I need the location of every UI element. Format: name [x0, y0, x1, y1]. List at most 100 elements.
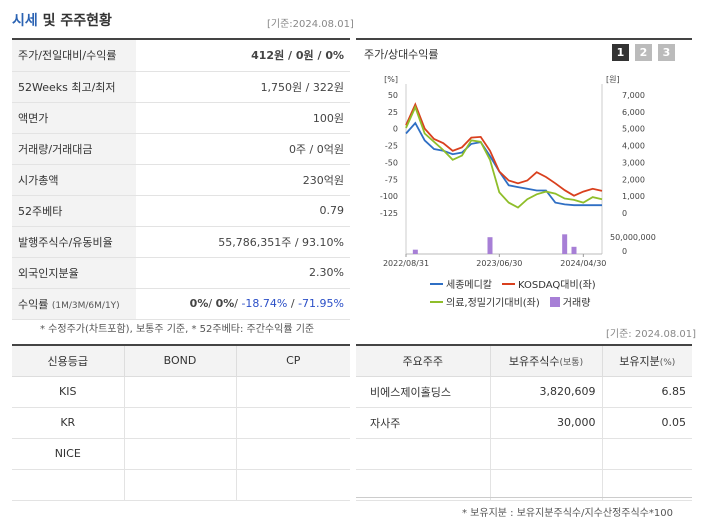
- quote-label: 시가총액: [12, 164, 136, 196]
- volume-bar: [562, 234, 568, 254]
- holder-shares: 30,000: [489, 407, 602, 439]
- returns-row: 수익률 (1M/3M/6M/1Y) 0%/ 0%/ -18.74% / -71.…: [12, 288, 350, 320]
- quote-label: 52주베타: [12, 195, 136, 227]
- table-row: [356, 469, 692, 501]
- left-tick-label: -50: [385, 158, 398, 167]
- quote-label: 액면가: [12, 102, 136, 134]
- right-tick-label: 0: [622, 209, 627, 218]
- quote-note: * 수정주가(차트포함), 보통주 기준, * 52주베타: 주간수익률 기준: [40, 324, 315, 335]
- table-row: NICE: [12, 438, 350, 470]
- quote-value: 100원: [136, 102, 350, 134]
- quote-value: 412원 / 0원 / 0%: [136, 40, 350, 72]
- credit-cell: NICE: [12, 438, 124, 470]
- chart-button-1[interactable]: 1: [612, 44, 629, 61]
- title-rest: 및 주주현황: [37, 13, 112, 29]
- holders-note: * 보유지분 : 보유지분주식수/지수산정주식수*100: [462, 508, 673, 519]
- quote-label: 52Weeks 최고/최저: [12, 71, 136, 103]
- holder-empty-cell: [489, 438, 602, 470]
- legend-item-volume: 거래량: [549, 294, 590, 309]
- left-unit-label: [%]: [384, 75, 398, 84]
- holder-name: 자사주: [356, 407, 490, 439]
- quote-label: 거래량/거래대금: [12, 133, 136, 165]
- table-row: [12, 469, 350, 501]
- left-tick-label: -75: [385, 175, 398, 184]
- section-title: 시세 및 주주현황: [12, 10, 112, 30]
- chart-button-2[interactable]: 2: [635, 44, 652, 61]
- right-tick-label: 6,000: [622, 108, 645, 117]
- quote-value: 2.30%: [136, 257, 350, 289]
- left-tick-label: -25: [385, 142, 398, 151]
- quote-table: 주가/전일대비/수익률 412원 / 0원 / 0% 52Weeks 최고/최저 1,…: [12, 40, 350, 320]
- legend-swatch: [430, 300, 443, 303]
- holders-table: 주요주주 보유주식수(보통) 보유지분(%) 비에스제이홀딩스 3,820,609…: [356, 346, 692, 501]
- returns-values: 0%/ 0%/ -18.74% / -71.95%: [136, 288, 350, 320]
- volume-tick-label: 0: [622, 247, 627, 256]
- right-tick-label: 3,000: [622, 158, 645, 167]
- chart-button-3[interactable]: 3: [658, 44, 675, 61]
- series-line: [405, 102, 603, 197]
- quote-value: 55,786,351주 / 93.10%: [136, 226, 350, 258]
- legend-swatch: [549, 296, 560, 307]
- right-tick-label: 7,000: [622, 91, 645, 100]
- holder-pct: 6.85: [601, 376, 692, 408]
- table-row: [356, 438, 692, 470]
- holder-shares: 3,820,609: [489, 376, 602, 408]
- credit-cell: [12, 469, 124, 501]
- quote-row: 외국인지분율 2.30%: [12, 257, 350, 289]
- chart-top-rule: [356, 38, 692, 40]
- credit-cell: [123, 376, 236, 408]
- quote-row: 52주베타 0.79: [12, 195, 350, 227]
- right-tick-label: 5,000: [622, 125, 645, 134]
- quote-value: 0.79: [136, 195, 350, 227]
- legend-item-medical: 의료,정밀기기대비(좌): [430, 294, 540, 309]
- returns-label: 수익률 (1M/3M/6M/1Y): [12, 288, 136, 320]
- left-tick-label: 0: [393, 125, 398, 134]
- holders-bottom-rule: [356, 497, 692, 498]
- volume-bar: [487, 237, 493, 254]
- price-chart: [%] [원] 50 25 0 -25 -50 -75 -100 -125 7,000 6,000 5,…: [380, 75, 656, 268]
- credit-cell: [123, 469, 236, 501]
- quote-row: 52Weeks 최고/최저 1,750원 / 322원: [12, 71, 350, 103]
- holder-pct: 0.05: [601, 407, 692, 439]
- base-date: [기준:2024.08.01]: [267, 19, 354, 30]
- legend-item-sejong: 세종메디칼: [430, 276, 492, 291]
- left-tick-label: -125: [380, 209, 398, 218]
- series-line: [405, 104, 603, 209]
- right-tick-label: 1,000: [622, 192, 645, 201]
- credit-header-bond: BOND: [123, 346, 236, 377]
- volume-bar: [412, 249, 418, 254]
- holder-empty-cell: [601, 438, 692, 470]
- credit-cell: [235, 407, 350, 439]
- quote-label: 주가/전일대비/수익률: [12, 40, 136, 72]
- right-tick-label: 2,000: [622, 175, 645, 184]
- chart-panel-title: 주가/상대수익률: [364, 48, 439, 61]
- x-tick-label: 2023/06/30: [476, 259, 522, 268]
- quote-value: 1,750원 / 322원: [136, 71, 350, 103]
- x-tick-label: 2024/04/30: [560, 259, 606, 268]
- left-tick-label: 25: [388, 108, 398, 117]
- table-row: 비에스제이홀딩스 3,820,609 6.85: [356, 376, 692, 408]
- table-row: KIS: [12, 376, 350, 408]
- table-row: KR: [12, 407, 350, 439]
- holder-name: 비에스제이홀딩스: [356, 376, 490, 408]
- quote-label: 발행주식수/유동비율: [12, 226, 136, 258]
- quote-row: 거래량/거래대금 0주 / 0억원: [12, 133, 350, 165]
- right-tick-label: 4,000: [622, 142, 645, 151]
- holders-base-date: [기준: 2024.08.01]: [606, 329, 697, 340]
- left-tick-label: -100: [380, 192, 398, 201]
- quote-row: 주가/전일대비/수익률 412원 / 0원 / 0%: [12, 40, 350, 72]
- chart-period-buttons: 1 2 3: [612, 44, 675, 61]
- quote-value: 0주 / 0억원: [136, 133, 350, 165]
- holder-empty-cell: [356, 469, 490, 501]
- credit-cell: [235, 438, 350, 470]
- credit-cell: KIS: [12, 376, 124, 408]
- quote-row: 시가총액 230억원: [12, 164, 350, 196]
- credit-cell: [235, 469, 350, 501]
- title-accent: 시세: [12, 13, 38, 29]
- legend-swatch: [430, 282, 443, 285]
- quote-row: 액면가 100원: [12, 102, 350, 134]
- legend-item-kosdaq: KOSDAQ대비(좌): [502, 276, 596, 291]
- credit-cell: [123, 407, 236, 439]
- credit-cell: [235, 376, 350, 408]
- table-row: 자사주 30,000 0.05: [356, 407, 692, 439]
